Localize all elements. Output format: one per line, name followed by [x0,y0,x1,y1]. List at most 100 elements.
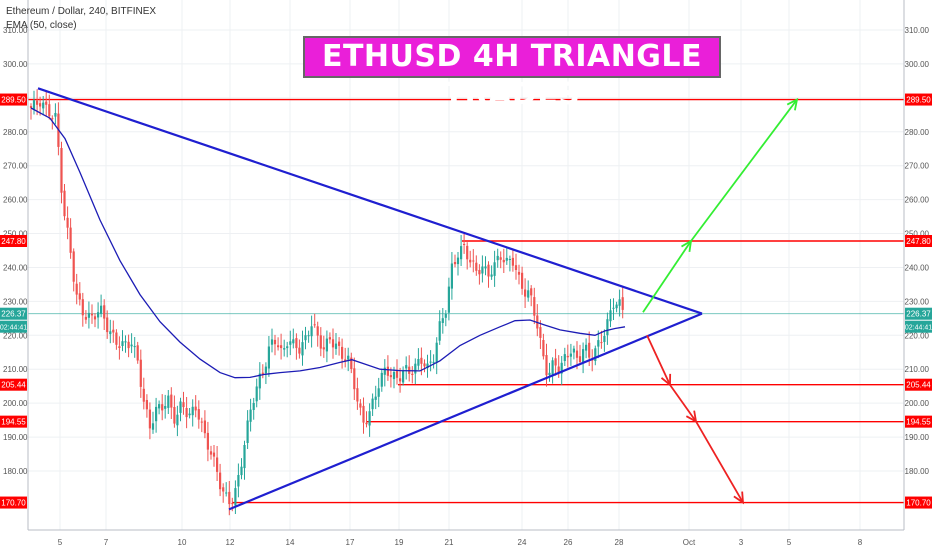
trade-banner: ETHUSD 4H TRIANGLE TRADES [303,36,721,112]
y-tick-label-right: 190.00 [905,433,930,442]
candle-body [548,372,551,375]
candle-body [148,409,151,429]
candle-body [615,304,618,309]
candle-body [383,367,386,375]
candle-body [255,386,258,402]
candle-body [145,400,148,410]
x-tick-label: 7 [104,538,109,547]
price-level-tag-left-text: 194.55 [1,418,26,427]
candle-body [267,346,270,369]
y-tick-label-right: 310.00 [905,26,930,35]
candle-body [585,344,588,351]
candle-body [612,307,615,309]
candle-body [478,270,481,275]
candle-body [392,372,396,380]
price-level-tag-left-box [0,496,27,509]
countdown-left-box [0,320,27,333]
candle-body [374,396,377,400]
candle-body [273,339,277,345]
candle-body [441,318,444,323]
candle-body [185,408,188,418]
price-level-tag-left-box [0,93,27,106]
bullish-target-arrow-2 [690,99,798,242]
candle-body [521,272,524,289]
candle-body [371,398,374,410]
candle-body [209,451,213,455]
bearish-target-arrow-1 [646,334,671,386]
price-level-tag-right-box [905,378,932,391]
candle-body [78,293,81,300]
candle-body [316,326,319,336]
candle-body [36,100,39,105]
price-level-tag-right-text: 247.80 [906,237,931,246]
candle-body [365,422,368,425]
candle-body [93,316,97,320]
y-tick-label-right: 220.00 [905,331,930,340]
x-tick-label: 14 [286,538,295,547]
candle-body [304,335,307,341]
x-tick-label: 8 [858,538,863,547]
candle-body [277,345,280,348]
candle-body [484,266,487,269]
candle-body [139,359,142,387]
x-tick-label: 21 [445,538,454,547]
candle-body [533,297,536,316]
candle-body [475,262,478,271]
candle-body [280,345,283,349]
candle-body [469,259,472,263]
candle-body [252,403,255,410]
candle-body [39,103,42,107]
candle-body [103,305,106,319]
y-tick-label-left: 250.00 [3,230,28,239]
y-tick-label-right: 180.00 [905,467,930,476]
candle-body [197,409,200,420]
candle-body [350,357,353,369]
candle-body [353,368,356,390]
candle-body [118,346,121,348]
y-tick-label-right: 280.00 [905,128,930,137]
y-tick-label-right: 240.00 [905,263,930,272]
x-tick-label: 24 [518,538,527,547]
y-tick-label-right: 300.00 [905,60,930,69]
y-tick-label-right: 230.00 [905,297,930,306]
countdown-left-text: 02:44:41 [0,325,27,332]
candle-body [554,358,557,366]
candle-body [456,257,460,265]
price-levels [28,98,904,504]
price-level-tag-right-box [905,93,932,106]
candle-body [496,255,499,261]
candle-body [84,316,87,320]
candle-body [203,420,206,434]
candle-body [338,341,341,346]
candle-body [582,349,585,362]
current-price-tag-left-text: 226.37 [1,310,26,319]
y-tick-label-right: 260.00 [905,196,930,205]
ema-line [30,107,626,379]
candle-body [283,348,286,350]
candle-body [395,370,399,378]
candle-body [261,372,264,374]
candle-body [42,102,45,109]
candle-body [380,372,383,387]
candle-body [54,113,57,117]
candle-body [66,217,69,228]
candle-body [112,329,115,333]
candle-body [72,251,75,282]
candle-body [502,259,505,263]
candle-body [173,407,176,424]
price-level-tag-left-text: 247.80 [1,237,26,246]
candle-body [81,299,84,316]
candle-body [542,340,545,357]
candle-body [151,423,155,430]
candle-body [109,331,112,335]
candle-body [460,246,463,260]
candle-body [578,356,582,362]
price-level-tag-right-text: 194.55 [906,418,931,427]
candle-body [463,244,466,245]
candle-body [603,336,606,342]
price-level-tag-left-box [0,378,27,391]
candle-body [551,360,554,375]
candle-body [377,388,380,397]
candle-body [264,366,267,374]
